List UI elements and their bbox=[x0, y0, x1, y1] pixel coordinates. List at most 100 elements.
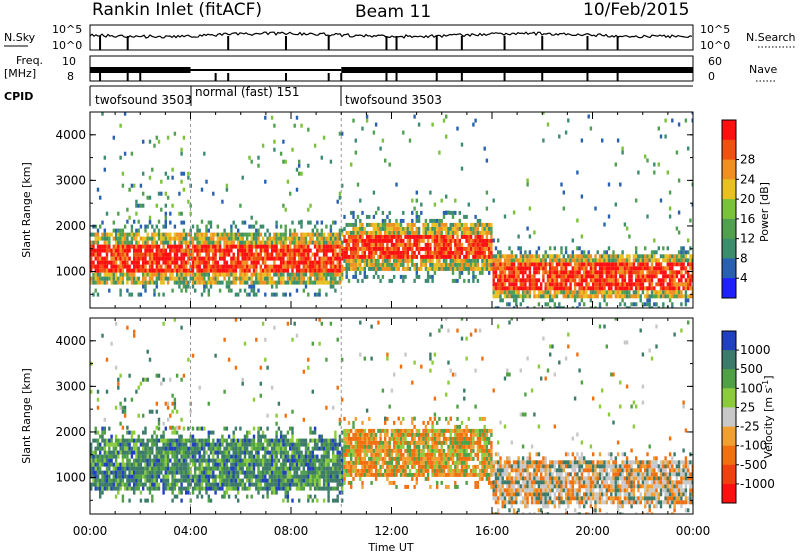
power-colorbar-swatch bbox=[722, 278, 736, 298]
velocity-cell bbox=[266, 467, 268, 471]
power-cell bbox=[617, 266, 619, 270]
velocity-cell bbox=[160, 479, 162, 483]
power-cell bbox=[99, 249, 101, 253]
velocity-cell bbox=[201, 459, 203, 463]
velocity-cell bbox=[110, 483, 112, 487]
velocity-scatter-cell bbox=[291, 410, 293, 414]
power-cell bbox=[260, 225, 262, 229]
power-cell bbox=[255, 253, 257, 257]
power-cell bbox=[312, 269, 314, 273]
velocity-scatter-cell bbox=[115, 322, 117, 326]
power-cell bbox=[608, 294, 610, 298]
power-cell bbox=[425, 235, 427, 239]
power-cell bbox=[678, 282, 680, 286]
power-cell bbox=[574, 266, 576, 270]
power-cell bbox=[217, 237, 219, 241]
power-cell bbox=[162, 245, 164, 249]
power-cell bbox=[472, 243, 474, 247]
power-cell bbox=[255, 281, 257, 285]
power-cell bbox=[400, 227, 402, 231]
velocity-cell bbox=[239, 439, 241, 443]
power-cell bbox=[321, 241, 323, 245]
power-cell bbox=[389, 259, 391, 263]
velocity-cell bbox=[262, 471, 264, 475]
power-cell bbox=[97, 261, 99, 265]
velocity-cell bbox=[99, 471, 101, 475]
power-cell bbox=[402, 267, 404, 271]
power-cell bbox=[488, 247, 490, 251]
power-cell bbox=[431, 279, 433, 283]
power-cell bbox=[563, 266, 565, 270]
power-cell bbox=[223, 253, 225, 257]
velocity-scatter-cell bbox=[122, 406, 124, 410]
power-cell bbox=[556, 266, 558, 270]
power-cell bbox=[355, 219, 357, 223]
power-scatter-cell bbox=[486, 191, 488, 195]
velocity-cell bbox=[95, 467, 97, 471]
power-cell bbox=[438, 219, 440, 223]
power-cell bbox=[377, 267, 379, 271]
power-cell bbox=[323, 249, 325, 253]
power-cell bbox=[192, 237, 194, 241]
power-cell bbox=[271, 241, 273, 245]
power-cell bbox=[106, 249, 108, 253]
power-cell bbox=[517, 290, 519, 294]
power-cell bbox=[314, 233, 316, 237]
power-cell bbox=[330, 281, 332, 285]
velocity-cell bbox=[285, 439, 287, 443]
power-cell bbox=[339, 269, 341, 273]
power-cell bbox=[479, 243, 481, 247]
velocity-cell bbox=[235, 447, 237, 451]
power-cell bbox=[368, 239, 370, 243]
power-cell bbox=[465, 255, 467, 259]
power-cell bbox=[278, 253, 280, 257]
power-cell bbox=[131, 277, 133, 281]
power-cell bbox=[459, 271, 461, 275]
power-cell bbox=[334, 277, 336, 281]
power-scatter-cell bbox=[307, 208, 309, 212]
power-scatter-cell bbox=[418, 123, 420, 127]
power-cell bbox=[359, 259, 361, 263]
power-cell bbox=[407, 267, 409, 271]
power-cell bbox=[370, 263, 372, 267]
power-cell bbox=[217, 249, 219, 253]
velocity-cell bbox=[174, 487, 176, 491]
power-cell bbox=[255, 233, 257, 237]
velocity-cell bbox=[178, 479, 180, 483]
power-scatter-cell bbox=[160, 180, 162, 184]
power-cell bbox=[352, 259, 354, 263]
power-scatter-cell bbox=[97, 188, 99, 192]
velocity-cell bbox=[282, 443, 284, 447]
power-cell bbox=[368, 247, 370, 251]
power-cell bbox=[307, 293, 309, 297]
velocity-cell bbox=[192, 491, 194, 495]
velocity-cell bbox=[101, 427, 103, 431]
power-scatter-cell bbox=[373, 191, 375, 195]
velocity-scatter-cell bbox=[171, 426, 173, 430]
velocity-cell bbox=[133, 431, 135, 435]
power-scatter-cell bbox=[560, 183, 562, 187]
velocity-cell bbox=[199, 439, 201, 443]
power-cell bbox=[633, 302, 635, 306]
velocity-cell bbox=[257, 491, 259, 495]
power-cell bbox=[594, 290, 596, 294]
power-cell bbox=[425, 263, 427, 267]
power-cell bbox=[178, 269, 180, 273]
power-cell bbox=[228, 241, 230, 245]
power-scatter-cell bbox=[160, 208, 162, 212]
velocity-cell bbox=[106, 443, 108, 447]
power-cell bbox=[637, 254, 639, 258]
power-cell bbox=[303, 253, 305, 257]
power-cell bbox=[443, 223, 445, 227]
power-cell bbox=[470, 239, 472, 243]
power-cell bbox=[352, 211, 354, 215]
power-cell bbox=[461, 263, 463, 267]
power-cell bbox=[332, 273, 334, 277]
power-cell bbox=[664, 278, 666, 282]
velocity-cell bbox=[271, 475, 273, 479]
power-cell bbox=[307, 269, 309, 273]
power-cell bbox=[251, 285, 253, 289]
power-cell bbox=[282, 241, 284, 245]
power-cell bbox=[651, 274, 653, 278]
velocity-cell bbox=[133, 471, 135, 475]
